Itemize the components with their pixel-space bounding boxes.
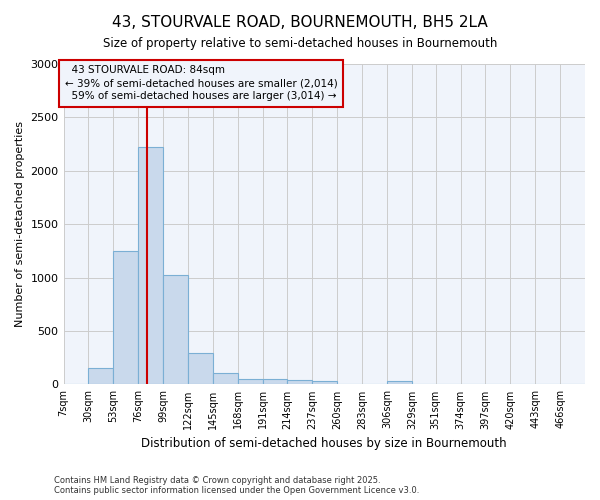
Bar	[138, 147, 163, 384]
Text: Contains HM Land Registry data © Crown copyright and database right 2025.
Contai: Contains HM Land Registry data © Crown c…	[54, 476, 419, 495]
X-axis label: Distribution of semi-detached houses by size in Bournemouth: Distribution of semi-detached houses by …	[142, 437, 507, 450]
Bar	[163, 275, 188, 384]
Text: Size of property relative to semi-detached houses in Bournemouth: Size of property relative to semi-detach…	[103, 38, 497, 51]
Text: 43, STOURVALE ROAD, BOURNEMOUTH, BH5 2LA: 43, STOURVALE ROAD, BOURNEMOUTH, BH5 2LA	[112, 15, 488, 30]
Bar	[88, 368, 113, 384]
Bar	[238, 378, 263, 384]
Bar	[213, 372, 238, 384]
Bar	[313, 382, 337, 384]
Text: 43 STOURVALE ROAD: 84sqm
← 39% of semi-detached houses are smaller (2,014)
  59%: 43 STOURVALE ROAD: 84sqm ← 39% of semi-d…	[65, 65, 337, 102]
Bar	[287, 380, 313, 384]
Bar	[263, 378, 287, 384]
Bar	[188, 353, 213, 384]
Bar	[113, 251, 138, 384]
Bar	[387, 382, 412, 384]
Y-axis label: Number of semi-detached properties: Number of semi-detached properties	[15, 121, 25, 327]
